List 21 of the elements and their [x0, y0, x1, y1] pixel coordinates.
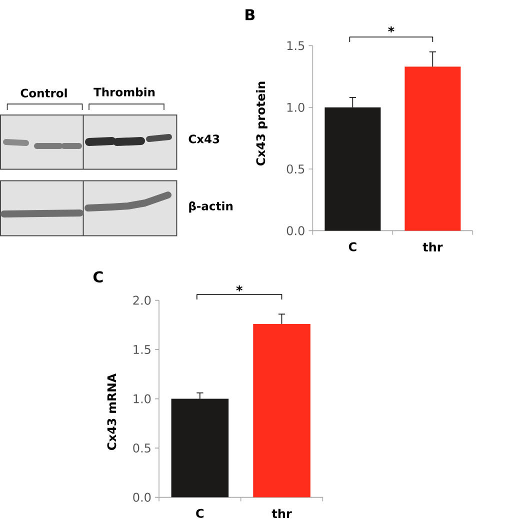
y-tick-label: 2.0: [133, 296, 151, 305]
y-axis-title: Cx43 mRNA: [107, 373, 116, 450]
text: *: [388, 26, 394, 32]
y-tick-label: 1.0: [287, 102, 304, 112]
y-tick-label: 0.0: [133, 492, 151, 502]
x-tick-label: thr: [422, 242, 443, 252]
chart-title: C: [93, 271, 103, 283]
chart-title: B: [246, 9, 255, 20]
y-tick-label: 0.0: [286, 226, 304, 236]
text: *: [236, 285, 242, 292]
text: Control: [20, 88, 67, 98]
text: β-actin: [189, 201, 233, 213]
x-tick-label: thr: [272, 508, 292, 518]
y-tick-label: 1.0: [134, 394, 151, 404]
y-tick-label: 1.5: [134, 345, 150, 354]
text: Cx43: [188, 134, 220, 144]
y-axis-title: Cx43 protein: [256, 82, 268, 166]
text: Thrombin: [94, 88, 155, 96]
y-tick-label: 0.5: [286, 164, 304, 174]
y-tick-label: 1.5: [287, 41, 304, 50]
y-tick-label: 0.5: [133, 444, 150, 453]
